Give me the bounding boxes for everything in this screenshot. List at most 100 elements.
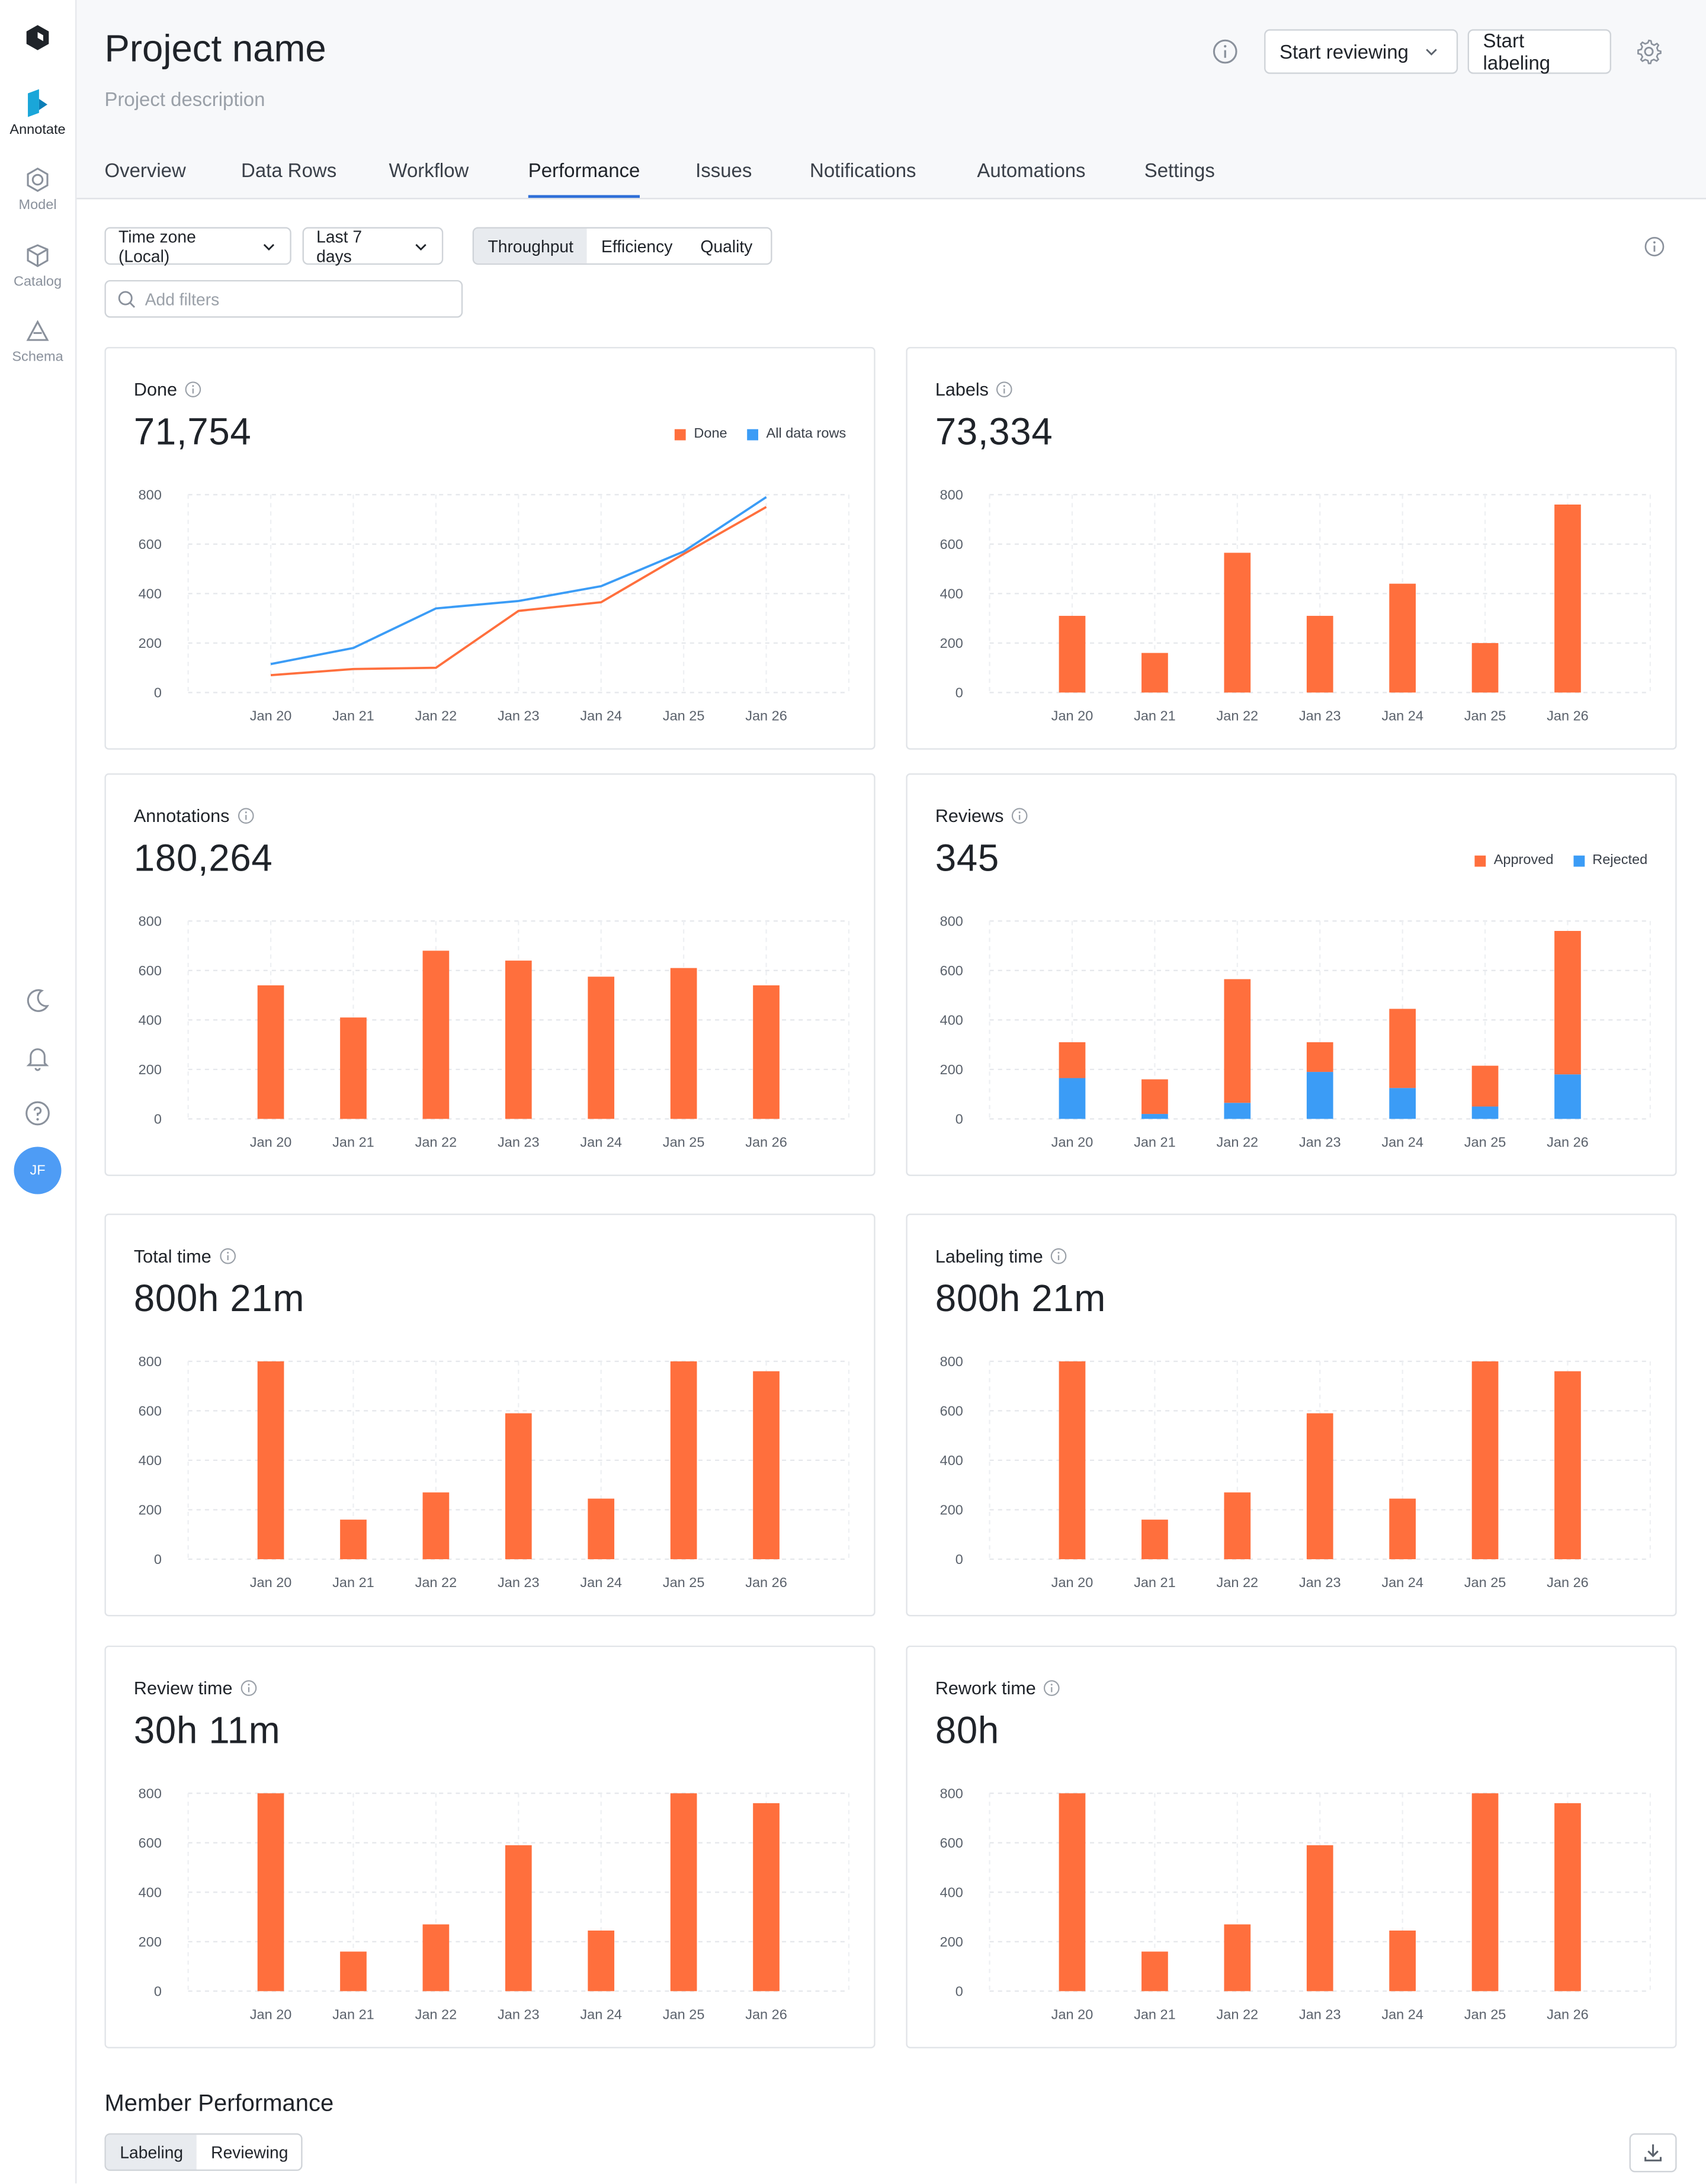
y-tick-label: 0	[955, 685, 963, 701]
sidebar-item-catalog[interactable]: Catalog	[0, 242, 75, 290]
date-range-select[interactable]: Last 7 days	[302, 226, 444, 265]
bar[interactable]	[1224, 1924, 1251, 1992]
labeling-toggle[interactable]: Labeling	[105, 2134, 197, 2170]
start-labeling-button[interactable]: Start labeling	[1467, 29, 1611, 74]
bar[interactable]	[1554, 505, 1581, 693]
bar[interactable]	[1059, 1042, 1086, 1078]
bar[interactable]	[1389, 1009, 1416, 1088]
bar[interactable]	[1141, 1079, 1168, 1115]
bar[interactable]	[340, 1017, 367, 1119]
bar[interactable]	[1059, 615, 1086, 693]
legend-item: Approved	[1474, 853, 1553, 868]
bar[interactable]	[1059, 1078, 1086, 1119]
bar[interactable]	[257, 985, 284, 1119]
y-tick-label: 0	[154, 1984, 162, 1999]
x-tick-label: Jan 26	[745, 2006, 787, 2022]
bar[interactable]	[588, 1498, 615, 1559]
card-title: Rework time	[935, 1678, 1061, 1698]
bar[interactable]	[588, 977, 615, 1119]
bar[interactable]	[422, 1924, 450, 1992]
info-icon[interactable]	[219, 1247, 237, 1266]
bar[interactable]	[422, 1492, 450, 1559]
bar[interactable]	[753, 1803, 780, 1992]
info-icon[interactable]	[184, 380, 203, 399]
timezone-select[interactable]: Time zone (Local)	[104, 226, 291, 265]
tab-performance[interactable]: Performance	[528, 159, 640, 198]
bar[interactable]	[670, 1793, 697, 1992]
bar[interactable]	[753, 1371, 780, 1559]
throughput-toggle[interactable]: Throughput	[474, 228, 588, 264]
sidebar-item-model[interactable]: Model	[0, 166, 75, 213]
avatar[interactable]: JF	[14, 1146, 62, 1194]
bar[interactable]	[257, 1793, 284, 1992]
help-icon[interactable]	[24, 1099, 52, 1127]
bar[interactable]	[505, 1413, 532, 1559]
download-button[interactable]	[1629, 2133, 1677, 2173]
tab-data-rows[interactable]: Data Rows	[241, 159, 337, 181]
bar[interactable]	[505, 961, 532, 1119]
bar[interactable]	[1306, 615, 1333, 693]
info-icon[interactable]	[236, 807, 255, 825]
quality-toggle[interactable]: Quality	[700, 236, 753, 256]
bar[interactable]	[1059, 1793, 1086, 1992]
bar[interactable]	[1554, 1074, 1581, 1119]
bar[interactable]	[1141, 1114, 1168, 1119]
sidebar-item-annotate[interactable]: Annotate	[0, 88, 75, 138]
bar[interactable]	[1389, 583, 1416, 693]
bar[interactable]	[1059, 1361, 1086, 1559]
tab-workflow[interactable]: Workflow	[389, 159, 469, 181]
bar[interactable]	[1554, 1803, 1581, 1992]
bar[interactable]	[1471, 643, 1499, 693]
bar[interactable]	[1389, 1931, 1416, 1992]
tab-issues[interactable]: Issues	[695, 159, 752, 181]
tab-automations[interactable]: Automations	[977, 159, 1086, 181]
info-icon[interactable]	[1043, 1679, 1062, 1697]
bar[interactable]	[588, 1931, 615, 1992]
bar[interactable]	[1471, 1106, 1499, 1119]
reviewing-toggle[interactable]: Reviewing	[211, 2142, 288, 2162]
bar[interactable]	[505, 1845, 532, 1992]
bar[interactable]	[340, 1520, 367, 1559]
info-icon[interactable]	[996, 380, 1014, 399]
bar[interactable]	[1224, 1103, 1251, 1119]
bar[interactable]	[670, 1361, 697, 1559]
start-reviewing-button[interactable]: Start reviewing	[1264, 29, 1458, 74]
tab-notifications[interactable]: Notifications	[810, 159, 916, 181]
info-icon[interactable]	[1011, 807, 1029, 825]
bar[interactable]	[1554, 931, 1581, 1075]
bar[interactable]	[1389, 1498, 1416, 1559]
bar[interactable]	[340, 1951, 367, 1992]
info-icon[interactable]	[239, 1679, 258, 1697]
bar[interactable]	[1306, 1042, 1333, 1072]
bar[interactable]	[1224, 553, 1251, 693]
filter-input[interactable]: Add filters	[104, 280, 463, 318]
bar[interactable]	[1306, 1845, 1333, 1992]
bar[interactable]	[670, 968, 697, 1119]
tab-overview[interactable]: Overview	[104, 159, 186, 181]
tab-settings[interactable]: Settings	[1144, 159, 1215, 181]
bar[interactable]	[1141, 653, 1168, 693]
bar[interactable]	[422, 950, 450, 1119]
app-logo-icon[interactable]	[24, 24, 52, 52]
info-icon[interactable]	[1050, 1247, 1069, 1266]
bar[interactable]	[257, 1361, 284, 1559]
gear-icon[interactable]	[1635, 38, 1663, 66]
bar[interactable]	[1306, 1413, 1333, 1559]
bar[interactable]	[1224, 979, 1251, 1103]
bar[interactable]	[1306, 1072, 1333, 1119]
bar[interactable]	[753, 985, 780, 1119]
info-icon[interactable]	[1643, 236, 1666, 258]
bar[interactable]	[1224, 1492, 1251, 1559]
bar[interactable]	[1554, 1371, 1581, 1559]
moon-icon[interactable]	[24, 987, 52, 1014]
bell-icon[interactable]	[24, 1043, 52, 1071]
bar[interactable]	[1471, 1065, 1499, 1107]
bar[interactable]	[1141, 1520, 1168, 1559]
info-icon[interactable]	[1211, 38, 1239, 66]
sidebar-item-schema[interactable]: Schema	[0, 317, 75, 365]
bar[interactable]	[1471, 1361, 1499, 1559]
bar[interactable]	[1471, 1793, 1499, 1992]
bar[interactable]	[1141, 1951, 1168, 1992]
bar[interactable]	[1389, 1088, 1416, 1119]
efficiency-toggle[interactable]: Efficiency	[601, 236, 673, 256]
